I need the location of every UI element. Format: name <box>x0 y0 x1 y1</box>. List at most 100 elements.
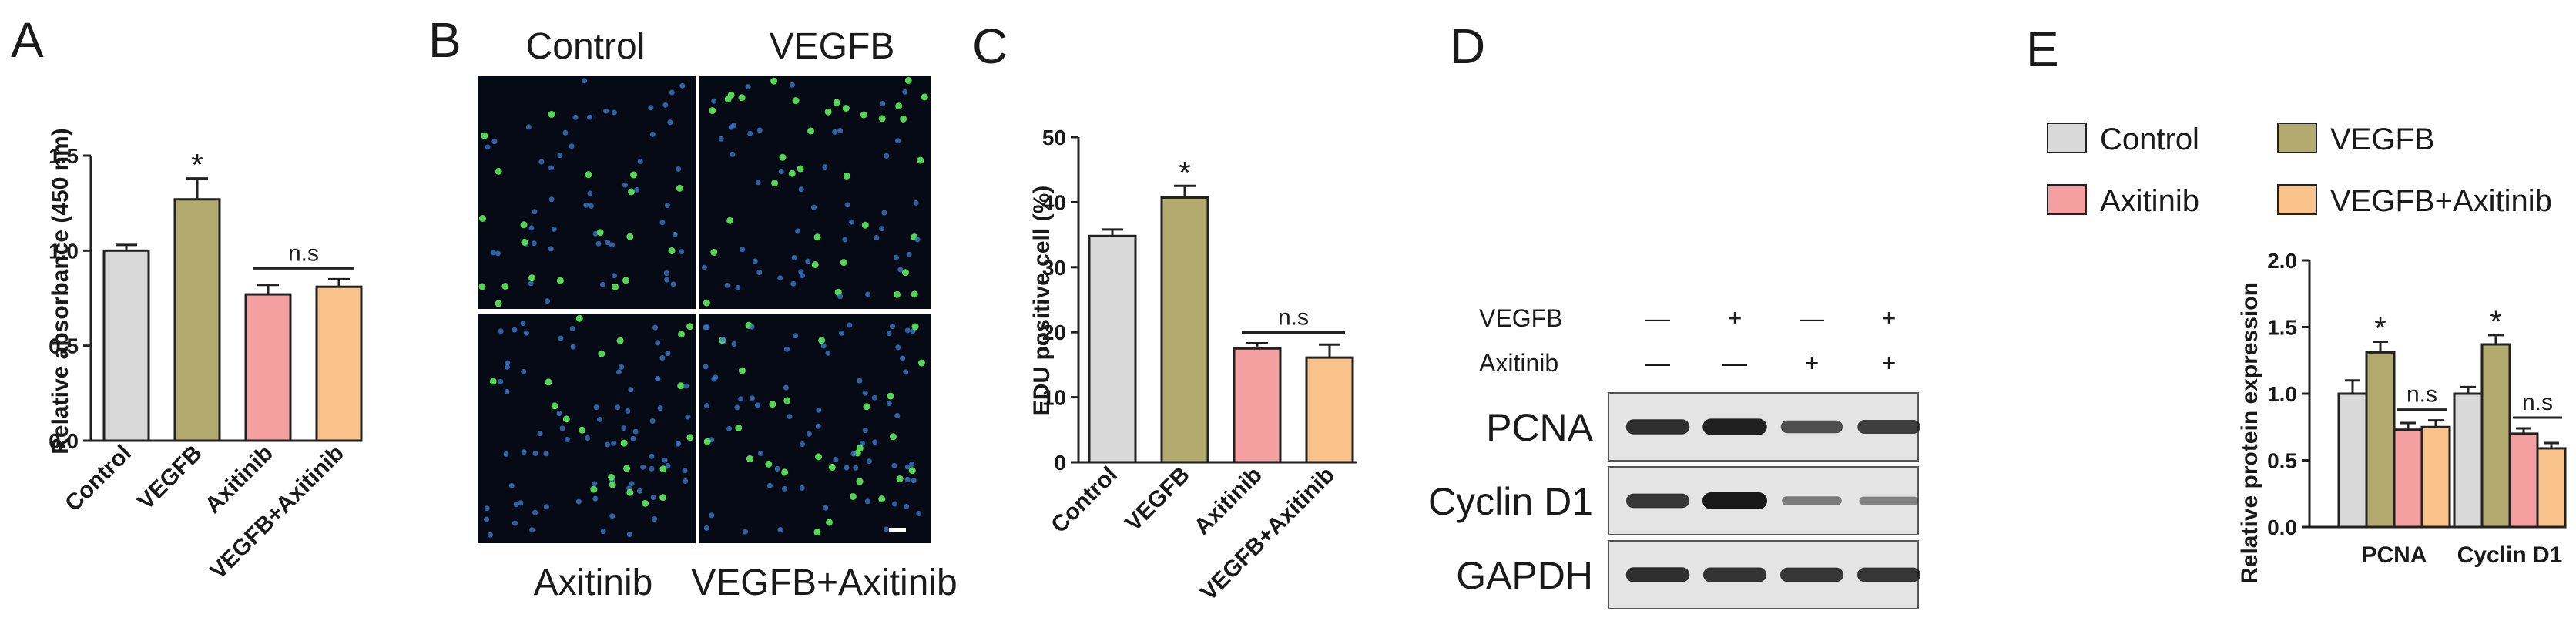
edu-positive-nucleus <box>765 460 773 468</box>
edu-positive-nucleus <box>842 104 850 112</box>
dapi-nucleus <box>548 196 555 203</box>
dapi-nucleus <box>543 504 549 510</box>
dapi-nucleus <box>682 468 688 474</box>
bar-vegfb <box>173 198 221 442</box>
treatment-sign: — <box>1645 349 1670 377</box>
dapi-nucleus <box>672 231 678 237</box>
dapi-nucleus <box>669 89 675 96</box>
dapi-nucleus <box>596 416 602 422</box>
edu-positive-nucleus <box>738 94 746 102</box>
dapi-nucleus <box>709 512 715 519</box>
edu-positive-nucleus <box>783 397 791 404</box>
bar-vegfb-axitinib <box>1305 356 1354 464</box>
dapi-nucleus <box>615 369 622 375</box>
y-tick-label: 0.5 <box>49 334 79 358</box>
edu-positive-nucleus <box>856 478 864 485</box>
dapi-nucleus <box>662 102 669 108</box>
edu-positive-nucleus <box>861 221 869 229</box>
dapi-nucleus <box>900 355 906 361</box>
edu-positive-nucleus <box>676 184 683 192</box>
dapi-nucleus <box>864 498 870 505</box>
dapi-nucleus <box>880 100 886 106</box>
dapi-nucleus <box>787 414 793 420</box>
edu-positive-nucleus <box>893 290 901 298</box>
dapi-nucleus <box>833 456 839 462</box>
dapi-nucleus <box>850 451 857 457</box>
edu-positive-nucleus <box>579 426 586 434</box>
dapi-nucleus <box>628 387 634 393</box>
dapi-nucleus <box>777 275 783 281</box>
dapi-nucleus <box>528 225 535 231</box>
edu-positive-nucleus <box>797 165 804 173</box>
edu-positive-nucleus <box>620 439 628 447</box>
dapi-nucleus <box>556 411 562 417</box>
y-tick-label: 1.5 <box>2267 316 2297 340</box>
edu-positive-nucleus <box>528 274 536 282</box>
edu-positive-nucleus <box>779 153 787 161</box>
dapi-nucleus <box>755 402 761 408</box>
micrograph-vegfb <box>699 76 931 309</box>
dapi-nucleus <box>648 105 654 111</box>
edu-positive-nucleus <box>551 402 558 410</box>
edu-positive-nucleus <box>478 215 486 223</box>
edu-positive-nucleus <box>889 433 897 441</box>
dapi-nucleus <box>823 505 829 511</box>
edu-positive-nucleus <box>815 453 823 461</box>
y-tick-label: 2.0 <box>2267 249 2297 273</box>
edu-positive-nucleus <box>833 99 840 106</box>
edu-positive-nucleus <box>840 259 847 267</box>
dapi-nucleus <box>629 481 635 487</box>
dapi-nucleus <box>557 153 563 159</box>
dapi-nucleus <box>632 428 639 435</box>
dapi-nucleus <box>798 186 804 193</box>
dapi-nucleus <box>886 401 892 407</box>
dapi-nucleus <box>588 203 594 209</box>
edu-positive-nucleus <box>921 93 928 101</box>
bar-cyclin-d1-control <box>2453 392 2484 529</box>
dapi-nucleus <box>778 168 784 174</box>
dapi-nucleus <box>659 355 666 361</box>
dapi-nucleus <box>679 249 685 255</box>
dapi-nucleus <box>587 114 593 120</box>
dapi-nucleus <box>820 343 827 349</box>
y-tick-label: 0.0 <box>49 429 79 453</box>
blot-band <box>1625 567 1690 582</box>
edu-positive-nucleus <box>548 110 555 118</box>
dapi-nucleus <box>637 158 643 164</box>
dapi-nucleus <box>842 237 848 243</box>
dapi-nucleus <box>569 326 575 332</box>
micrograph-control <box>478 76 696 309</box>
bar-cyclin-d1-axitinib <box>2508 432 2539 529</box>
dapi-nucleus <box>904 327 911 334</box>
edu-positive-nucleus <box>908 467 916 475</box>
edu-positive-nucleus <box>622 277 629 284</box>
dapi-nucleus <box>913 200 919 206</box>
dapi-nucleus <box>599 281 605 287</box>
edu-positive-nucleus <box>489 378 497 385</box>
dapi-nucleus <box>558 335 564 341</box>
bar-cyclin-d1-vegfb-axitinib <box>2536 447 2567 529</box>
panel-a-bar-chart: Relative absorbance (450 nm) 0.0 0.5 1.0 1.… <box>48 128 363 584</box>
blot-band <box>1780 567 1843 582</box>
dapi-nucleus <box>585 435 591 441</box>
protein-label-pcna: PCNA <box>1486 406 1594 449</box>
edu-positive-nucleus <box>677 331 685 338</box>
edu-positive-nucleus <box>626 488 634 496</box>
x-tick-label-cyclin-d1: Cyclin D1 <box>2457 542 2563 568</box>
dapi-nucleus <box>892 501 898 507</box>
dapi-nucleus <box>902 89 908 95</box>
edu-positive-nucleus <box>904 76 912 84</box>
scale-bar <box>889 528 906 532</box>
dapi-nucleus <box>498 328 504 334</box>
edu-positive-nucleus <box>896 475 904 482</box>
edu-positive-nucleus <box>495 167 502 175</box>
dapi-nucleus <box>734 404 740 411</box>
y-tick-label: 1.5 <box>49 144 79 168</box>
panel-e-y-axis-label: Relative protein expression <box>2237 282 2262 584</box>
edu-positive-nucleus <box>628 188 636 196</box>
edu-positive-nucleus <box>590 485 598 493</box>
edu-positive-nucleus <box>825 519 833 526</box>
dapi-nucleus <box>884 153 890 159</box>
edu-positive-nucleus <box>828 463 836 471</box>
